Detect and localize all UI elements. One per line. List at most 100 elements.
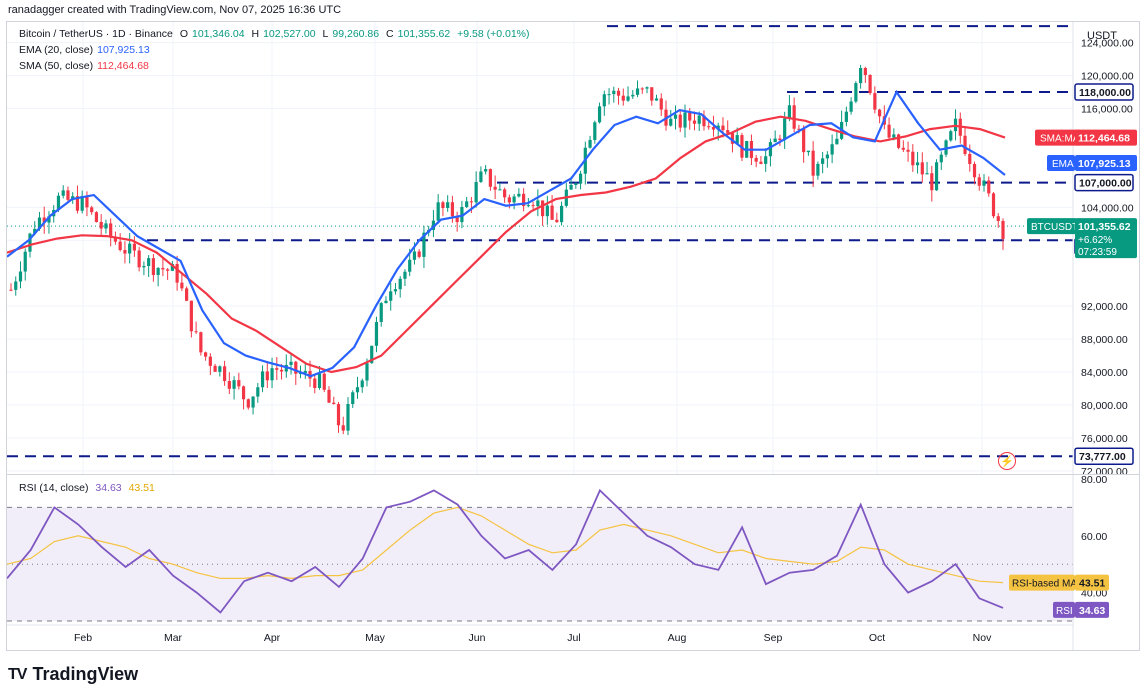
candle-body — [802, 128, 806, 153]
candle-body — [550, 205, 554, 220]
candle-body — [925, 173, 929, 175]
price-badge-timer: 07:23:59 — [1078, 247, 1117, 258]
candle-body — [270, 368, 274, 381]
candle-body — [711, 127, 716, 130]
candle-body — [517, 193, 521, 197]
candle-body — [303, 370, 307, 374]
candle-body — [626, 96, 630, 101]
candle-body — [536, 200, 540, 207]
candle-body — [398, 278, 402, 290]
candle-body — [185, 288, 189, 301]
candle-body — [669, 118, 673, 126]
ema-axis-value-bg — [1075, 154, 1137, 171]
candle-body — [175, 263, 179, 283]
close-value: 101,355.62 — [397, 28, 451, 40]
chart-attribution: ranadagger created with TradingView.com,… — [8, 4, 342, 16]
candle-body — [28, 233, 32, 252]
candle-body — [697, 115, 701, 124]
candle-body — [616, 90, 621, 96]
candle-body — [298, 373, 303, 375]
candle-body — [787, 105, 792, 119]
candle-body — [450, 202, 455, 217]
close-label: C — [386, 28, 394, 40]
candle-body — [783, 118, 787, 141]
candle-body — [166, 269, 170, 271]
candle-body — [830, 144, 834, 155]
price-tick-label: 76,000.00 — [1081, 433, 1128, 445]
rsi-tag: RSI — [1056, 606, 1073, 617]
level-badge — [1074, 173, 1134, 192]
candle-body — [241, 386, 246, 400]
candle-body — [204, 352, 208, 357]
time-tick-label: Jul — [567, 632, 580, 644]
candle-body — [778, 138, 782, 141]
price-chart: 72,000.00 76,000.00 80,000.00 84,000.00 88,0… — [7, 22, 1137, 475]
candle-body — [730, 132, 735, 144]
candle-body — [294, 361, 298, 374]
candle-body — [721, 125, 725, 131]
price-tick-label: 80,000.00 — [1081, 400, 1128, 412]
candle-body — [849, 101, 853, 112]
candle-body — [94, 212, 99, 222]
candle-body — [635, 88, 640, 95]
candle-body — [559, 205, 564, 223]
candle-body — [469, 201, 474, 203]
candle-body — [645, 87, 649, 89]
rsi-ma-legend-value: 43.51 — [128, 482, 155, 494]
candle-body — [901, 147, 905, 150]
candle-body — [355, 387, 360, 393]
rsi-pane[interactable]: 40.00 60.00 80.00 RSI-based MA 43.51 RSI 34.63… — [6, 474, 1140, 651]
candle-body — [109, 223, 113, 237]
level-badge — [1074, 447, 1134, 465]
candle-body — [588, 139, 592, 148]
candle-body — [66, 190, 70, 200]
candle-body — [237, 380, 241, 387]
candle-body — [61, 190, 65, 196]
rsi-ma-value: 43.51 — [1079, 578, 1105, 590]
candle-body — [118, 241, 122, 251]
sma-legend-label: SMA (50, close) — [19, 60, 94, 72]
candle-body — [313, 378, 317, 388]
candle-body — [512, 196, 516, 203]
candle-body — [811, 150, 815, 176]
candle-body — [275, 368, 279, 370]
time-tick-label: Apr — [264, 632, 281, 644]
symbol-tag-bg — [1027, 218, 1077, 235]
candle-body — [412, 251, 417, 260]
time-tick-label: May — [365, 632, 386, 644]
candle-body — [825, 154, 829, 159]
candle-body — [436, 202, 440, 221]
candle-body — [526, 205, 530, 207]
candle-body — [522, 193, 526, 207]
sma-line — [7, 115, 1006, 374]
candle-body — [23, 251, 27, 272]
symbol-tag: BTCUSDT — [1031, 222, 1078, 233]
candle-body — [85, 196, 89, 208]
candle-body — [806, 150, 810, 153]
tradingview-brand[interactable]: TV TradingView — [8, 664, 138, 685]
candle-body — [99, 221, 103, 229]
candle-body — [555, 219, 559, 223]
level-badge-label: 107,000.00 — [1079, 178, 1132, 190]
price-pane[interactable]: 72,000.00 76,000.00 80,000.00 84,000.00 88,0… — [6, 21, 1140, 476]
alert-bolt-icon[interactable]: ⚡ — [998, 452, 1016, 470]
candle-body — [33, 228, 37, 234]
low-label: L — [322, 28, 329, 40]
price-tick-label: 84,000.00 — [1081, 367, 1128, 379]
time-tick-label: Sep — [764, 632, 783, 644]
candle-body — [764, 156, 768, 164]
candle-body — [441, 202, 445, 208]
sma-axis-value: 112,464.68 — [1078, 133, 1130, 145]
candle-body — [531, 205, 535, 207]
candle-body — [844, 111, 848, 122]
candle-body — [232, 380, 236, 389]
tradingview-wordmark: TradingView — [32, 664, 139, 684]
candle-body — [915, 162, 920, 166]
candle-body — [593, 122, 597, 140]
candle-body — [289, 361, 293, 365]
candle-body — [816, 163, 820, 176]
candle-body — [322, 373, 326, 390]
candle-body — [702, 115, 706, 127]
candle-body — [569, 184, 573, 190]
